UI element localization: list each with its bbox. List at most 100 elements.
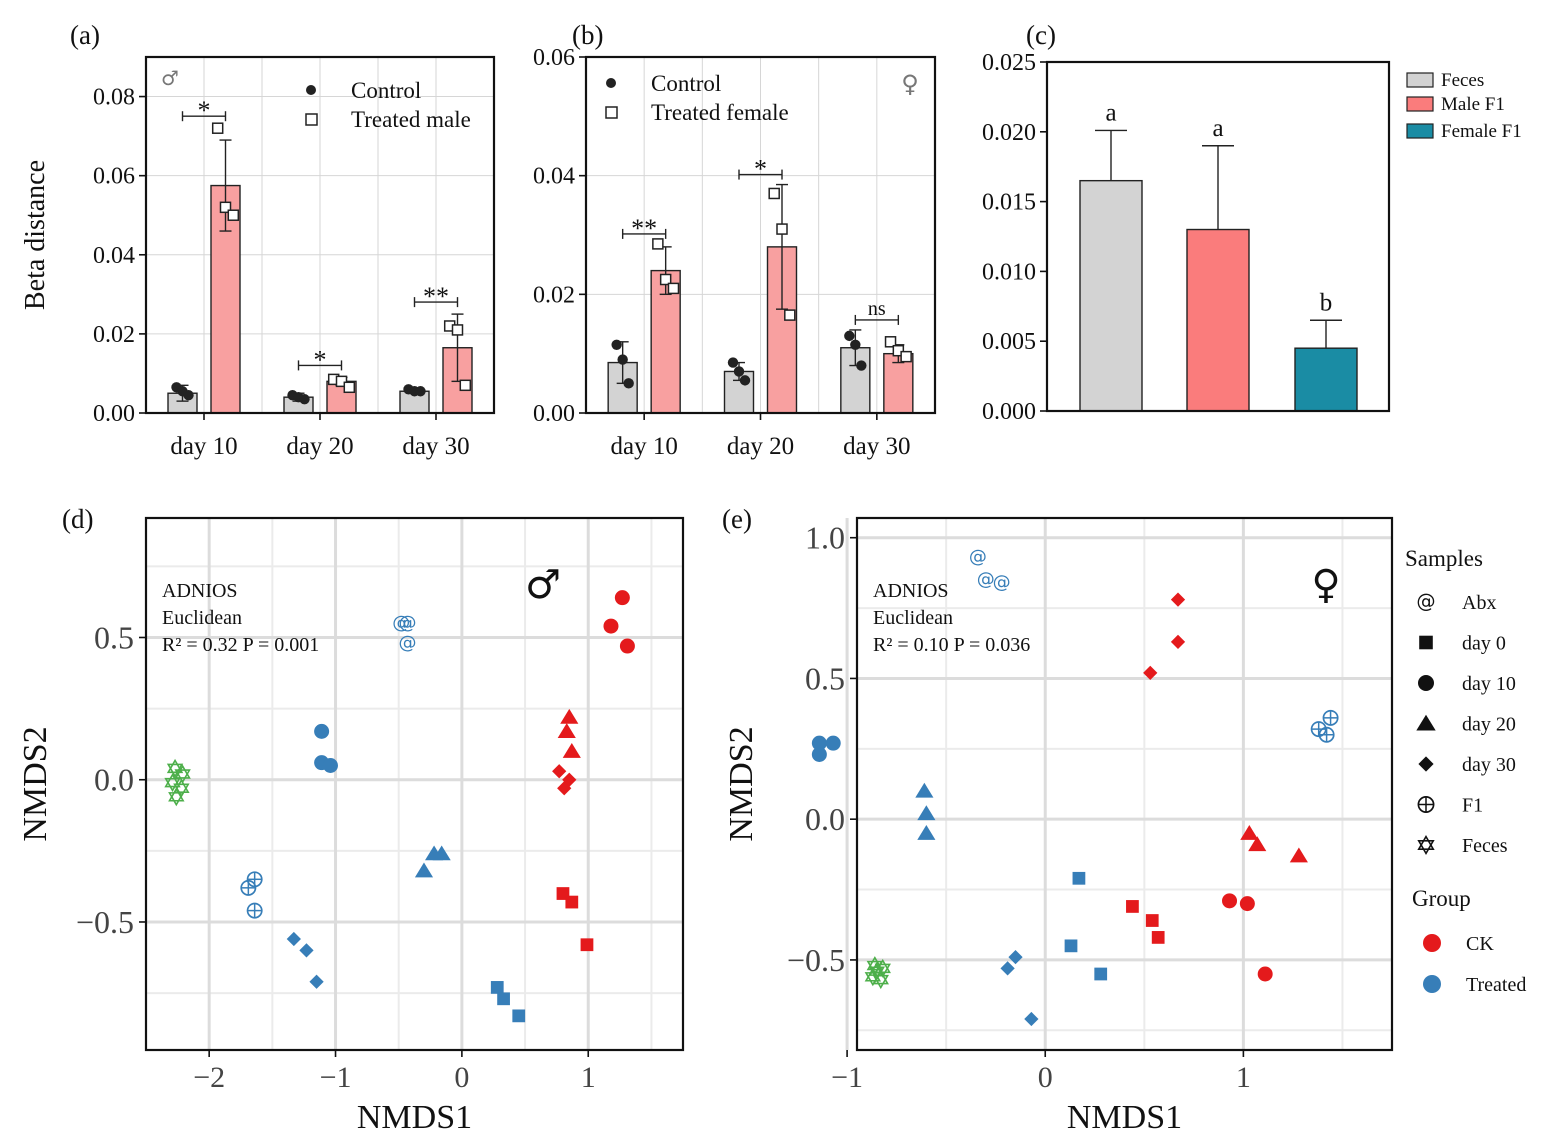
scatter-point-treated-abx: @	[399, 632, 417, 653]
y-tick-label: 0.0	[94, 762, 134, 798]
x-tick-label: 1	[581, 1061, 596, 1094]
y-tick-label: 0.5	[805, 660, 845, 696]
legend-label-feces: Feces	[1462, 835, 1508, 857]
triangle-marker	[1240, 825, 1259, 840]
annotation-line: R² = 0.10 P = 0.036	[873, 634, 1030, 656]
triangle-marker	[1289, 847, 1308, 863]
scatter-point-treated-day0	[497, 992, 510, 1006]
data-point-treated	[659, 273, 672, 286]
square-marker	[1094, 967, 1108, 981]
square-marker	[497, 992, 510, 1006]
scatter-point-ck-day10	[603, 618, 619, 634]
x-tick-label: day 10	[610, 433, 677, 460]
scatter-point-ck-day10	[619, 638, 635, 654]
x-tick-label: −1	[320, 1061, 352, 1094]
triangle-marker	[557, 723, 576, 738]
scatter-point-ck-day20	[1289, 847, 1308, 863]
triangle-marker	[917, 825, 936, 840]
y-tick-label: 0.025	[982, 50, 1036, 76]
panel-label-e: (e)	[722, 504, 752, 534]
data-point-control	[856, 360, 867, 371]
sex-symbol: ♀	[901, 70, 919, 98]
sex-symbol: ♂	[525, 562, 561, 608]
significance-label: *	[314, 345, 327, 374]
legend-marker-abx: @	[1416, 590, 1435, 613]
data-point-treated	[211, 122, 224, 134]
scatter-point-treated-day10	[825, 735, 841, 751]
at-marker: @	[977, 569, 995, 590]
data-point-treated	[768, 187, 780, 200]
scatter-point-ck-day20	[1240, 825, 1259, 840]
legend-label-abx: Abx	[1462, 592, 1496, 614]
diamond-marker	[1143, 665, 1158, 680]
diamond-marker	[1024, 1011, 1039, 1027]
legend-c: Feces Male F1 Female F1	[1406, 70, 1522, 142]
data-point-control	[617, 354, 628, 365]
scatter-point-treated-abx: @	[392, 613, 410, 634]
scatter-point-ck-day30	[1170, 592, 1186, 607]
x-tick-label: −1	[831, 1061, 863, 1094]
scatter-point-treated-day30	[1008, 949, 1023, 965]
data-point-control	[183, 390, 194, 401]
square-marker	[1419, 635, 1433, 650]
scatter-point-treated-day10	[322, 758, 338, 774]
scatter-point-treated-day30	[286, 931, 301, 947]
scatter-point-treated-day0	[1064, 939, 1078, 953]
y-axis-label: NMDS2	[723, 726, 760, 841]
legend-label-f1: F1	[1462, 795, 1483, 817]
circle-marker	[614, 590, 630, 606]
legend-marker-day10	[1418, 675, 1434, 691]
y-tick-label: 0.020	[982, 120, 1036, 146]
square-marker	[490, 981, 504, 994]
y-tick-label: 0.06	[533, 45, 575, 71]
square-marker	[512, 1009, 526, 1023]
at-marker: @	[392, 613, 410, 634]
bar-male-f1	[1186, 228, 1250, 412]
triangle-marker	[1416, 714, 1436, 731]
legend-c-label-feces: Feces	[1441, 70, 1484, 91]
y-tick-label: 0.02	[533, 282, 575, 308]
triangle-marker	[560, 708, 579, 724]
annotation-line: ADNIOS	[873, 580, 949, 602]
star-tri-up	[166, 758, 184, 774]
square-marker	[1145, 914, 1159, 927]
y-axis-label: Beta distance	[20, 160, 51, 310]
data-point-control	[299, 393, 310, 405]
scatter-point-treated-abx: @	[399, 613, 417, 634]
scatter-point-feces-feces	[868, 961, 886, 981]
at-marker: @	[399, 613, 417, 634]
scatter-point-treated-day30	[299, 943, 314, 958]
diamond-marker	[1170, 634, 1186, 649]
legend-label-treated: Treated	[1466, 974, 1526, 996]
data-point-control	[739, 375, 751, 386]
scatter-point-treated-day0	[490, 981, 504, 994]
data-point-treated	[776, 223, 788, 235]
scatter-point-treated-day30	[1000, 961, 1015, 976]
significance-letter: a	[1105, 99, 1116, 126]
data-point-treated	[667, 282, 680, 295]
circle-marker	[322, 758, 338, 774]
y-tick-label: 0.00	[533, 401, 575, 427]
triangle-marker	[917, 805, 936, 821]
x-tick-label: day 30	[843, 433, 910, 460]
annotation-line: Euclidean	[162, 607, 242, 629]
star-tri-down	[168, 792, 185, 807]
diamond-marker	[1418, 756, 1434, 772]
square-marker	[1151, 931, 1165, 944]
scatter-point-ck-day10	[1222, 893, 1238, 909]
scatter-point-feces-feces	[166, 758, 184, 778]
plot-frame	[855, 516, 1394, 1052]
panel-a-bar-chart: * day 10 * day 20 ** day 30 0.00 0.02 0.04 0.06 0.…	[20, 55, 496, 460]
legend-c-swatch-female-f1	[1406, 123, 1434, 139]
legend-label-control: Control	[351, 78, 421, 103]
scatter-point-ck-day10	[1257, 966, 1273, 982]
data-point-treated	[343, 381, 356, 394]
panel-label-a: (a)	[70, 20, 100, 50]
star-tri-down	[1417, 839, 1435, 856]
star-tri-up	[1417, 834, 1435, 851]
y-tick-label: 0.02	[93, 322, 135, 348]
scatter-point-ck-day0	[580, 938, 594, 952]
significance-label: **	[631, 214, 657, 243]
x-axis-label: NMDS1	[1067, 1099, 1182, 1136]
x-axis-label: NMDS1	[357, 1099, 472, 1136]
